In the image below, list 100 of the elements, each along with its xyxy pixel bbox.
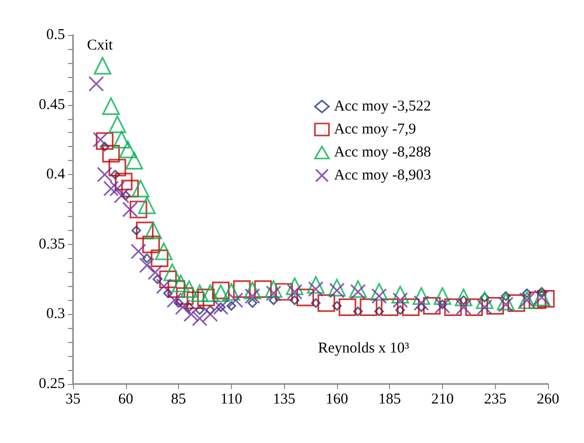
point: [528, 291, 546, 310]
point: [136, 222, 154, 240]
point: [197, 288, 215, 306]
point: [112, 130, 130, 148]
point: [132, 226, 142, 236]
x-tick-label: 185: [378, 392, 401, 408]
point: [186, 291, 204, 310]
point: [308, 281, 324, 297]
point: [454, 288, 472, 306]
point: [350, 284, 366, 300]
point: [486, 297, 504, 315]
point: [110, 180, 126, 196]
x-axis-title: Reynolds x 10³: [318, 340, 410, 356]
y-tick-label: 0.3: [46, 306, 65, 322]
x-tick-label: 160: [326, 392, 348, 408]
point: [114, 172, 132, 190]
point: [338, 298, 356, 316]
x-tick-label: 235: [484, 392, 506, 408]
point: [374, 306, 384, 316]
point: [144, 222, 162, 240]
legend-label: Acc moy -8,288: [334, 144, 431, 160]
point: [248, 298, 258, 308]
point: [176, 287, 194, 305]
point: [498, 296, 514, 312]
point: [110, 170, 120, 180]
point: [202, 306, 218, 322]
point: [125, 152, 144, 170]
y-tick-label: 0.25: [38, 376, 65, 392]
point: [264, 280, 282, 298]
point: [286, 284, 302, 300]
legend-label: Acc moy -3,522: [334, 98, 431, 114]
point: [353, 306, 363, 316]
point: [166, 292, 182, 308]
point: [100, 142, 110, 152]
point: [102, 144, 120, 162]
point: [244, 282, 262, 300]
point: [150, 250, 168, 268]
point: [132, 180, 150, 198]
y-tick-label: 0.4: [46, 166, 66, 183]
x-tick-label: 135: [272, 392, 296, 408]
point: [537, 290, 555, 308]
point: [414, 295, 430, 311]
point: [476, 291, 494, 310]
x-tick-label: 35: [66, 392, 80, 408]
point: [194, 305, 204, 315]
point: [108, 116, 126, 134]
point: [114, 188, 130, 204]
x-tick-label: 110: [220, 392, 242, 408]
point: [465, 298, 483, 316]
point: [438, 300, 448, 310]
point: [395, 305, 406, 315]
point: [172, 274, 190, 292]
point: [349, 280, 367, 298]
point: [456, 299, 472, 316]
point: [152, 274, 162, 284]
point: [306, 276, 325, 294]
point: [190, 284, 208, 302]
point: [88, 76, 104, 92]
x-tick-label: 210: [431, 392, 454, 408]
point: [444, 298, 462, 316]
point: [102, 97, 120, 115]
point: [121, 180, 139, 198]
point: [412, 287, 430, 305]
point: [226, 301, 236, 311]
point: [184, 302, 194, 312]
point: [180, 280, 198, 298]
point: [228, 292, 244, 308]
point: [163, 264, 182, 282]
point: [212, 282, 230, 300]
point: [244, 288, 260, 304]
point: [183, 306, 200, 322]
point: [329, 282, 345, 298]
point: [174, 298, 184, 308]
point: [108, 158, 126, 176]
point: [275, 283, 293, 301]
point: [310, 298, 321, 308]
point: [212, 284, 230, 302]
point: [96, 166, 112, 182]
y-axis-title: Cxit: [87, 38, 114, 54]
point: [266, 285, 282, 302]
point: [130, 244, 146, 260]
point: [174, 299, 191, 316]
point: [212, 299, 229, 316]
point: [402, 298, 420, 316]
point: [476, 299, 492, 316]
point: [148, 264, 164, 280]
point: [138, 196, 156, 214]
point: [103, 180, 119, 196]
point: [139, 258, 155, 274]
point: [254, 280, 272, 298]
point: [96, 132, 114, 150]
point: [268, 295, 278, 306]
y-tick-label: 0.45: [38, 96, 65, 113]
point: [434, 287, 452, 305]
point: [216, 302, 226, 312]
point: [391, 286, 410, 304]
point: [168, 280, 186, 298]
legend-label: Acc moy -8,903: [334, 168, 431, 184]
point: [370, 283, 388, 301]
point: [290, 295, 300, 306]
